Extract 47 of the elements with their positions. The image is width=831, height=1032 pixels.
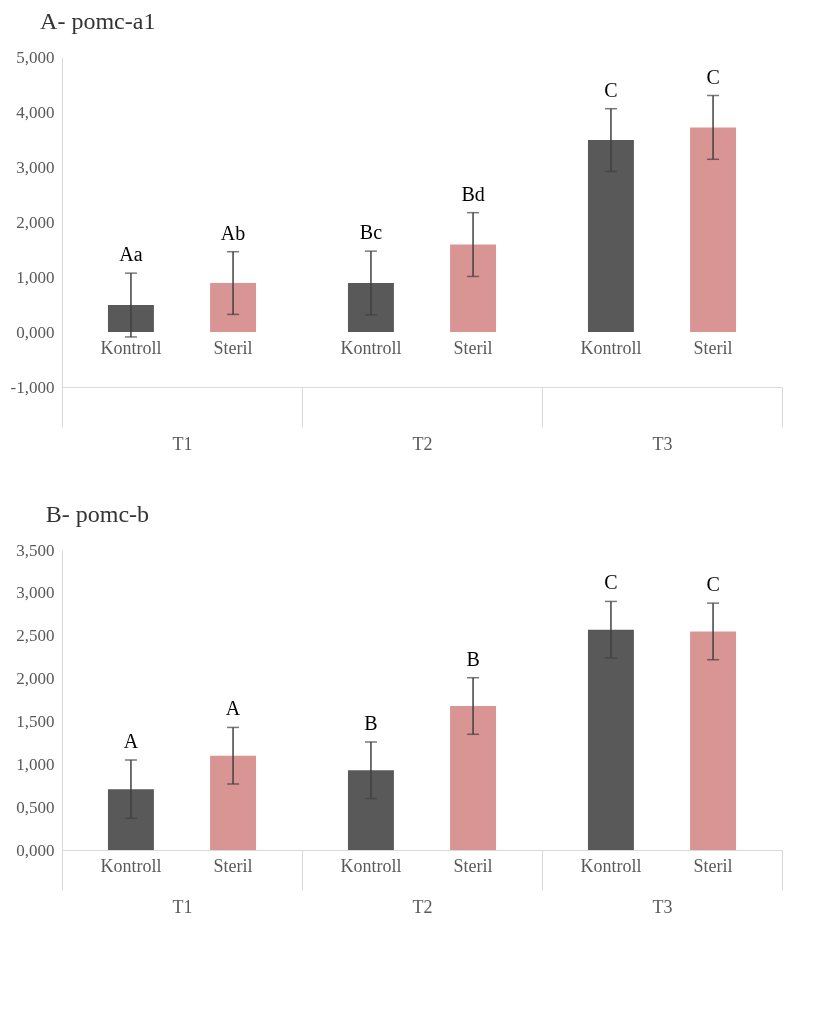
y-tick-label: 2,000: [16, 669, 55, 689]
data-label: A: [225, 697, 241, 720]
x-tick-label: T1: [172, 433, 193, 454]
y-tick-label: -1,000: [10, 377, 55, 397]
text: Steril: [453, 856, 493, 876]
y-tick-label: 1,000: [16, 754, 55, 774]
data-label: C: [604, 78, 618, 101]
y-tick-label: 0,000: [16, 322, 55, 342]
text: Kontroll: [580, 856, 642, 876]
y-tick-label: 1,500: [16, 711, 55, 731]
y-tick-label: 5,000: [16, 47, 55, 67]
x-tick-label: T2: [412, 433, 433, 454]
series-label: Steril: [213, 338, 253, 358]
x-tick-label: T3: [652, 433, 673, 454]
chart-title: B- pomc-b: [45, 501, 150, 527]
data-label: B: [466, 647, 480, 670]
data-label: A: [123, 730, 139, 752]
data-label: C: [706, 65, 720, 88]
text: Kontroll: [100, 856, 162, 876]
data-label: C: [604, 571, 618, 594]
data-label: B: [364, 712, 378, 734]
y-tick-label: 2,500: [16, 626, 55, 646]
y-tick-label: 2,000: [16, 212, 55, 232]
y-tick-label: 3,000: [16, 583, 55, 603]
series-label: Kontroll: [340, 338, 402, 358]
chart-title: A- pomc-a1: [40, 8, 156, 34]
x-tick-label: T1: [172, 896, 193, 917]
y-tick-label: 3,000: [16, 157, 55, 177]
series-label: Kontroll: [340, 856, 402, 876]
y-tick-label: 4,000: [16, 102, 55, 122]
y-tick-label: 0,000: [16, 840, 55, 860]
text: Kontroll: [100, 338, 162, 358]
data-label: Ab: [220, 221, 246, 244]
y-tick-label: 1,000: [16, 267, 55, 287]
text: Kontroll: [580, 338, 642, 358]
series-label: Steril: [213, 856, 253, 876]
text: Steril: [693, 338, 733, 358]
y-tick-label: 3,500: [16, 540, 55, 560]
data-label: C: [706, 573, 720, 596]
data-label: Aa: [119, 243, 143, 266]
text: Steril: [693, 856, 733, 876]
text: Steril: [453, 338, 493, 358]
data-label: Bc: [359, 221, 383, 244]
data-label: Bd: [461, 182, 485, 205]
y-tick-label: 0,500: [16, 797, 55, 817]
x-tick-label: T3: [652, 896, 673, 917]
x-tick-label: T2: [412, 896, 433, 917]
